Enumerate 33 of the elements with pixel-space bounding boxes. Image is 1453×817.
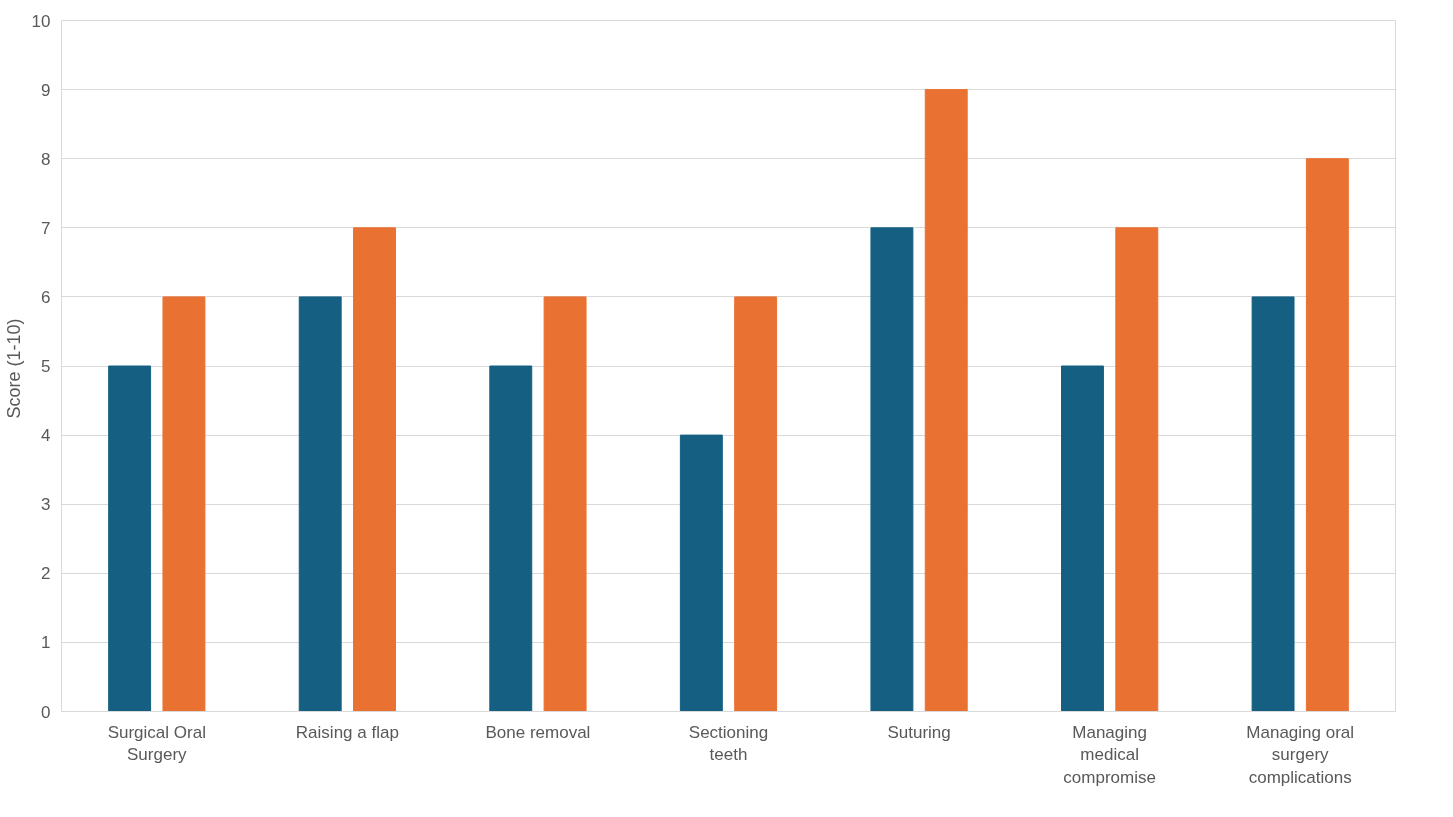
bar [734,296,778,712]
bar [298,296,342,712]
bar [1061,365,1104,712]
bar [353,227,396,712]
y-tick-label: 0 [41,702,51,722]
x-tick-label: Managing medical compromise [1063,722,1156,788]
y-tick-label: 7 [41,218,51,238]
y-tick-label: 1 [41,633,51,653]
bar [924,89,968,712]
y-axis-title: Score (1-10) [3,318,24,419]
bar [679,434,723,712]
y-tick-label: 9 [41,80,51,100]
x-tick-label: Sectioning teeth [688,722,769,765]
y-tick-label: 2 [41,564,51,584]
y-tick-label: 8 [41,149,51,169]
y-tick-label: 10 [31,11,51,31]
y-tick-label: 3 [41,495,51,515]
x-tick-label: Bone removal [485,722,591,742]
bar [543,296,587,712]
y-tick-label: 5 [41,357,51,376]
y-tick-label: 4 [41,426,51,446]
bar [489,365,533,712]
bar [1305,158,1349,712]
x-tick-label: Suturing [887,722,951,742]
x-tick-label: Surgical Oral Surgery [107,722,206,765]
x-tick-label: Raising a flap [295,722,399,742]
bar [162,296,206,712]
bar [1115,227,1159,712]
x-tick-label: Managing oral surgery complications [1246,722,1355,788]
y-tick-label: 6 [41,287,51,307]
bar [108,365,152,712]
bar [1251,296,1295,712]
bar [870,227,914,712]
